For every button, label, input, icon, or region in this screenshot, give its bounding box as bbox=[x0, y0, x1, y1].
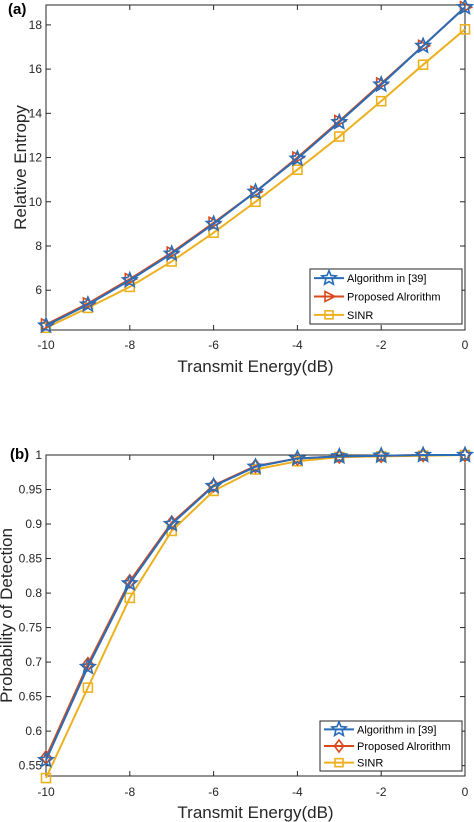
data-point bbox=[162, 244, 181, 262]
data-point bbox=[246, 457, 265, 475]
data-point bbox=[120, 270, 139, 289]
panel-label: (a) bbox=[8, 1, 26, 18]
data-point bbox=[204, 476, 223, 494]
x-tick-label: -10 bbox=[37, 338, 55, 352]
data-point bbox=[124, 592, 136, 604]
legend-marker bbox=[319, 268, 339, 286]
data-point bbox=[375, 95, 387, 107]
y-tick-label: 0.75 bbox=[19, 621, 43, 635]
series-line bbox=[45, 28, 466, 329]
data-point bbox=[455, 445, 474, 463]
y-tick-label: 12 bbox=[29, 151, 43, 165]
data-point bbox=[455, 0, 474, 15]
x-tick-label: -4 bbox=[292, 338, 303, 352]
data-point bbox=[372, 75, 391, 93]
y-tick-label: 0.8 bbox=[25, 586, 42, 600]
legend-entry: Algorithm in [39] bbox=[357, 724, 436, 736]
legend: Algorithm in [39] Proposed Alrorithm SINR bbox=[309, 268, 463, 325]
data-point bbox=[413, 445, 433, 463]
y-tick-label: 14 bbox=[29, 106, 43, 120]
data-point bbox=[40, 772, 52, 784]
y-tick-label: 6 bbox=[35, 283, 42, 297]
series-algorithm bbox=[36, 445, 474, 768]
y-tick-label: 0.6 bbox=[25, 724, 42, 738]
data-point bbox=[246, 182, 265, 200]
data-point bbox=[330, 446, 349, 465]
data-point bbox=[36, 750, 56, 768]
panel-label: (b) bbox=[10, 446, 29, 463]
x-tick-label: -8 bbox=[124, 338, 135, 352]
legend-marker bbox=[334, 757, 344, 768]
legend: Algorithm in [39] Proposed Alrorithm SINR bbox=[319, 719, 463, 772]
data-point bbox=[82, 682, 94, 693]
y-axis-label: Probability of Detection bbox=[0, 528, 16, 703]
data-point bbox=[288, 149, 307, 167]
data-point bbox=[208, 227, 219, 239]
y-tick-label: 0.7 bbox=[25, 655, 42, 669]
data-point bbox=[250, 196, 261, 208]
data-point bbox=[292, 164, 303, 176]
x-tick-label: -8 bbox=[124, 785, 135, 799]
series-line bbox=[45, 454, 465, 761]
x-tick-label: -4 bbox=[292, 785, 303, 799]
data-point bbox=[78, 657, 98, 675]
legend-entry: Proposed Alrorithm bbox=[357, 741, 451, 753]
y-tick-label: 0.85 bbox=[19, 552, 43, 566]
legend-entry: Proposed Alrorithm bbox=[347, 292, 441, 304]
x-tick-label: -6 bbox=[208, 338, 219, 352]
data-point bbox=[36, 315, 56, 334]
legend-marker bbox=[329, 719, 349, 738]
data-point bbox=[120, 573, 139, 592]
data-point bbox=[372, 446, 391, 464]
y-tick-label: 18 bbox=[29, 18, 43, 32]
x-tick-label: 0 bbox=[462, 338, 469, 352]
legend-marker bbox=[324, 310, 334, 320]
y-tick-label: 0.55 bbox=[19, 759, 43, 773]
data-point bbox=[78, 294, 98, 313]
y-tick-label: 0.9 bbox=[25, 517, 42, 531]
y-tick-label: 0.65 bbox=[19, 690, 43, 704]
chart-panel-b: (b) -10 -8 -6 -4 -2 0 0.55 0.6 0.65 0.7 0.75 0.8 0.85… bbox=[0, 445, 474, 822]
series-line bbox=[45, 6, 466, 327]
legend-marker bbox=[333, 738, 345, 754]
x-tick-label: -2 bbox=[376, 338, 387, 352]
y-axis-label: Relative Entropy bbox=[11, 105, 30, 230]
x-axis-label: Transmit Energy(dB) bbox=[177, 357, 333, 376]
data-point bbox=[413, 36, 433, 54]
data-point bbox=[417, 59, 429, 70]
data-point bbox=[333, 131, 345, 142]
y-tick-label: 1 bbox=[35, 448, 42, 462]
legend-entry: SINR bbox=[347, 310, 373, 322]
legend-entry: SINR bbox=[357, 758, 383, 770]
x-axis-label: Transmit Energy(dB) bbox=[177, 803, 333, 822]
x-tick-label: -2 bbox=[376, 785, 387, 799]
x-tick-label: -10 bbox=[37, 785, 55, 799]
data-point bbox=[459, 24, 471, 35]
chart-panel-a: (a) -10 -8 -6 -4 -2 0 6 8 10 12 14 16 18 Transmit Ener… bbox=[8, 0, 474, 376]
x-tick-label: -6 bbox=[208, 785, 219, 799]
data-point bbox=[330, 112, 349, 130]
y-tick-label: 10 bbox=[29, 195, 43, 209]
series-algorithm bbox=[36, 0, 474, 334]
data-point bbox=[204, 214, 223, 232]
data-point bbox=[162, 514, 181, 532]
y-tick-label: 0.95 bbox=[19, 483, 43, 497]
y-tick-label: 8 bbox=[35, 239, 42, 253]
x-tick-label: 0 bbox=[462, 785, 469, 799]
data-point bbox=[288, 448, 307, 467]
y-tick-label: 16 bbox=[29, 62, 43, 76]
legend-entry: Algorithm in [39] bbox=[347, 273, 426, 285]
legend-marker bbox=[324, 290, 337, 303]
